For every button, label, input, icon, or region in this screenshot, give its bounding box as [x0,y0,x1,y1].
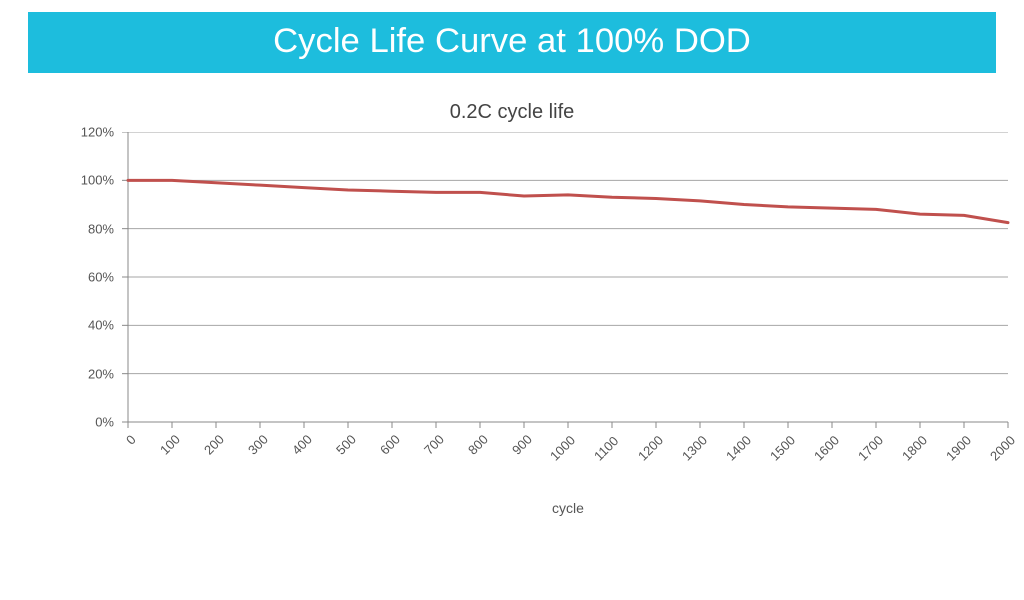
y-tick-label: 60% [28,270,114,285]
banner-title: Cycle Life Curve at 100% DOD [28,12,996,73]
x-axis-title: cycle [128,500,1008,516]
y-tick-label: 80% [28,221,114,236]
y-tick-label: 0% [28,415,114,430]
chart-title: 0.2C cycle life [28,101,996,124]
y-tick-label: 100% [28,173,114,188]
y-tick-label: 20% [28,366,114,381]
cycle-life-chart: 0%20%40%60%80%100%120%010020030040050060… [28,132,1018,562]
chart-svg [28,132,1018,562]
y-tick-label: 40% [28,318,114,333]
y-tick-label: 120% [28,125,114,140]
data-line [128,180,1008,222]
